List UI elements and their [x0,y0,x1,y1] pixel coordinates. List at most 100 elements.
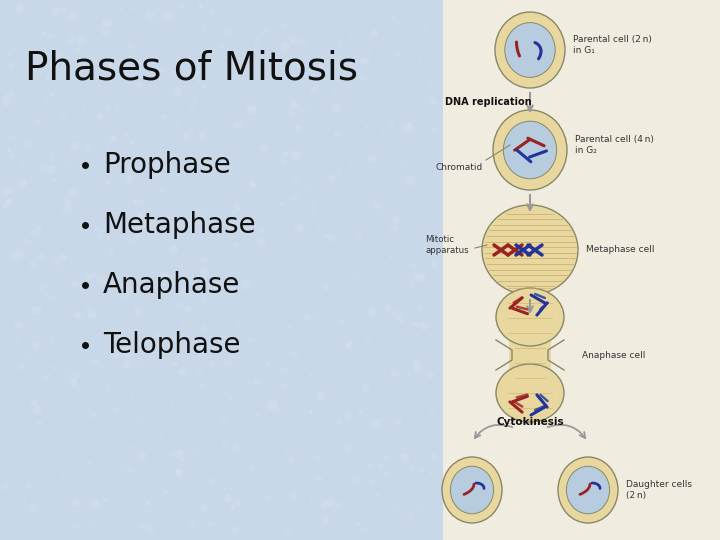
Ellipse shape [91,413,96,418]
Ellipse shape [182,287,191,295]
Ellipse shape [425,525,428,528]
Ellipse shape [26,481,32,489]
Ellipse shape [233,363,240,371]
Ellipse shape [73,499,81,506]
Ellipse shape [189,519,194,526]
Ellipse shape [38,330,42,334]
Ellipse shape [299,36,308,46]
Ellipse shape [41,64,45,69]
Ellipse shape [180,456,184,461]
Ellipse shape [257,378,266,386]
Ellipse shape [336,418,342,425]
Ellipse shape [7,62,14,69]
Ellipse shape [184,306,192,313]
Ellipse shape [34,226,42,235]
Ellipse shape [198,131,206,140]
Ellipse shape [29,260,36,268]
Ellipse shape [52,178,56,183]
Ellipse shape [60,6,67,13]
Ellipse shape [203,153,207,158]
Ellipse shape [174,119,180,126]
Ellipse shape [63,199,72,210]
Ellipse shape [257,238,266,247]
Ellipse shape [144,217,153,227]
Text: Cytokinesis: Cytokinesis [496,417,564,427]
Ellipse shape [418,59,423,64]
Ellipse shape [223,419,230,424]
Ellipse shape [14,335,22,344]
Ellipse shape [387,120,394,129]
Ellipse shape [184,218,191,225]
Ellipse shape [318,63,324,69]
Ellipse shape [284,527,292,537]
Ellipse shape [442,457,502,523]
Text: Daughter cells
(2 n): Daughter cells (2 n) [626,480,692,500]
Ellipse shape [85,144,91,151]
Ellipse shape [277,125,282,131]
Ellipse shape [407,373,411,377]
Ellipse shape [197,345,205,352]
Ellipse shape [197,258,202,262]
Ellipse shape [426,233,429,237]
Ellipse shape [352,275,357,281]
Ellipse shape [558,457,618,523]
Ellipse shape [115,159,119,163]
Ellipse shape [95,504,102,510]
Ellipse shape [297,225,304,232]
Ellipse shape [12,27,17,30]
Ellipse shape [114,408,118,412]
Ellipse shape [162,114,167,119]
Ellipse shape [376,492,379,497]
Ellipse shape [199,383,204,388]
Ellipse shape [156,332,161,337]
Ellipse shape [108,62,116,70]
Ellipse shape [113,103,122,113]
Ellipse shape [332,104,341,112]
Ellipse shape [323,234,329,239]
Ellipse shape [426,82,433,90]
Ellipse shape [482,205,578,295]
Ellipse shape [414,273,421,281]
Ellipse shape [241,279,251,289]
Ellipse shape [310,500,313,503]
Ellipse shape [224,26,232,36]
Ellipse shape [117,333,122,338]
Ellipse shape [170,399,175,404]
Ellipse shape [260,144,269,151]
Ellipse shape [126,174,133,183]
Ellipse shape [367,154,377,163]
Ellipse shape [430,453,437,459]
Ellipse shape [30,342,40,350]
Ellipse shape [348,366,352,369]
Ellipse shape [131,445,138,451]
Ellipse shape [236,268,240,271]
Ellipse shape [96,234,101,239]
Ellipse shape [87,310,97,319]
Ellipse shape [250,181,256,188]
Ellipse shape [391,16,395,20]
Ellipse shape [377,418,381,422]
Ellipse shape [85,273,91,280]
Ellipse shape [249,65,255,71]
Ellipse shape [128,43,135,49]
Ellipse shape [233,122,242,129]
Ellipse shape [384,305,391,312]
Ellipse shape [420,467,426,473]
Ellipse shape [111,311,114,315]
Ellipse shape [19,364,24,370]
Ellipse shape [89,523,93,527]
Ellipse shape [290,492,297,500]
Ellipse shape [158,435,163,440]
Ellipse shape [135,199,145,207]
Ellipse shape [212,460,218,465]
Ellipse shape [356,522,360,525]
Ellipse shape [392,225,398,230]
Ellipse shape [197,80,201,83]
Ellipse shape [496,364,564,422]
Ellipse shape [337,43,343,48]
Ellipse shape [45,75,50,80]
Ellipse shape [192,96,199,103]
Ellipse shape [176,301,181,307]
Text: DNA replication: DNA replication [445,97,531,107]
Ellipse shape [255,413,260,417]
